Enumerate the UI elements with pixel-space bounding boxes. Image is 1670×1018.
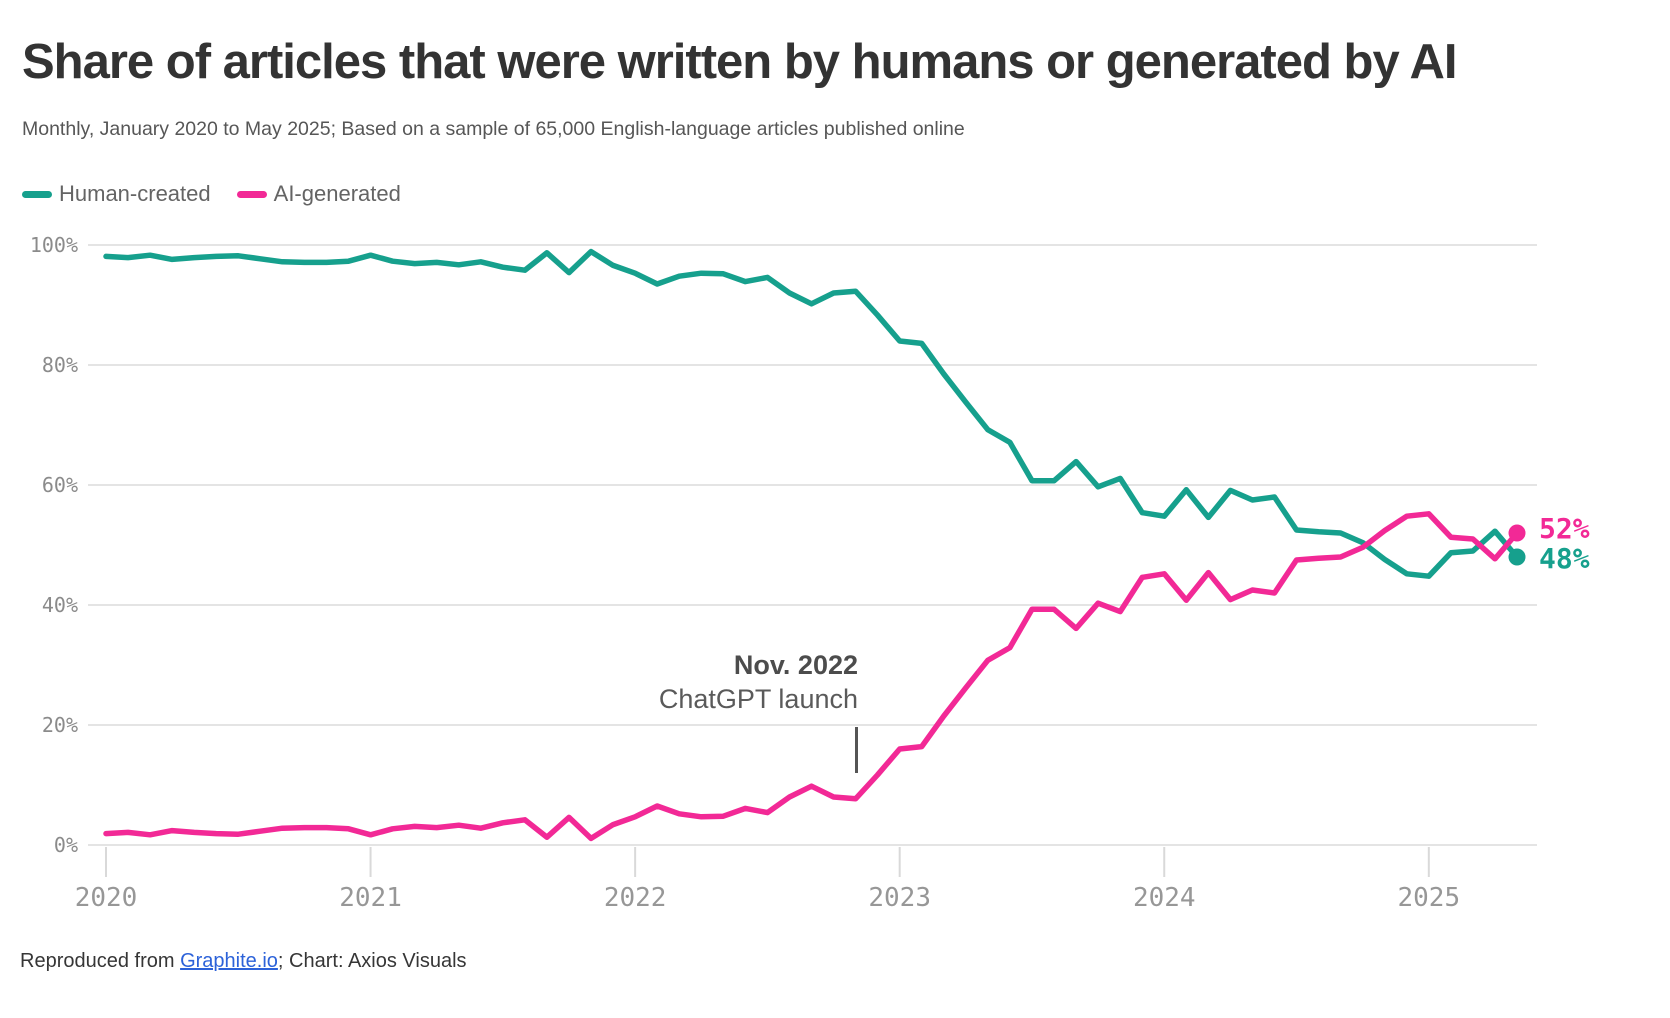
human-created-endpoint-dot bbox=[1508, 548, 1526, 566]
legend-item-ai-generated: AI-generated bbox=[236, 181, 401, 207]
human-created-end-value-label: 48% bbox=[1539, 542, 1590, 575]
chatgpt-launch-annotation: Nov. 2022 ChatGPT launch bbox=[659, 650, 858, 715]
ai-generated-swatch-icon bbox=[236, 190, 267, 198]
legend-item-human-created: Human-created bbox=[22, 181, 211, 207]
source-suffix: ; Chart: Axios Visuals bbox=[277, 950, 467, 972]
legend-label-human-created: Human-created bbox=[59, 181, 211, 206]
ai-generated-line bbox=[103, 511, 1520, 842]
human-created-swatch-icon bbox=[22, 190, 52, 198]
graphite-source-link[interactable]: Graphite.io bbox=[180, 950, 278, 972]
x-axis-tick-label: 2022 bbox=[604, 883, 667, 913]
annotation-date: Nov. 2022 bbox=[733, 650, 858, 680]
y-axis-tick-label: 100% bbox=[30, 233, 78, 257]
x-axis-tick-label: 2025 bbox=[1398, 883, 1461, 913]
x-axis-tick-label: 2023 bbox=[868, 883, 931, 913]
annotation-tick-mark bbox=[855, 727, 858, 773]
y-axis-tick-label: 0% bbox=[54, 833, 78, 857]
chart-title: Share of articles that were written by h… bbox=[22, 35, 1458, 89]
x-axis-tick-label: 2024 bbox=[1133, 883, 1196, 913]
y-axis-tick-label: 80% bbox=[42, 353, 78, 377]
legend-label-ai-generated: AI-generated bbox=[273, 181, 401, 206]
y-axis-tick-label: 40% bbox=[42, 593, 78, 617]
legend: Human-created AI-generated bbox=[22, 181, 401, 207]
source-credit-line: Reproduced from Graphite.io; Chart: Axio… bbox=[20, 950, 467, 973]
x-axis-tick-label: 2020 bbox=[75, 883, 138, 913]
x-axis-tick-label: 2021 bbox=[339, 883, 402, 913]
ai-generated-endpoint-dot bbox=[1508, 524, 1526, 542]
chart-subtitle: Monthly, January 2020 to May 2025; Based… bbox=[22, 118, 965, 140]
ai-generated-end-value-label: 52% bbox=[1539, 512, 1590, 545]
human-created-line bbox=[103, 248, 1520, 579]
annotation-text: ChatGPT launch bbox=[658, 684, 858, 714]
source-prefix: Reproduced from bbox=[20, 950, 181, 972]
y-axis-tick-label: 20% bbox=[42, 713, 78, 737]
y-axis-tick-label: 60% bbox=[42, 473, 78, 497]
